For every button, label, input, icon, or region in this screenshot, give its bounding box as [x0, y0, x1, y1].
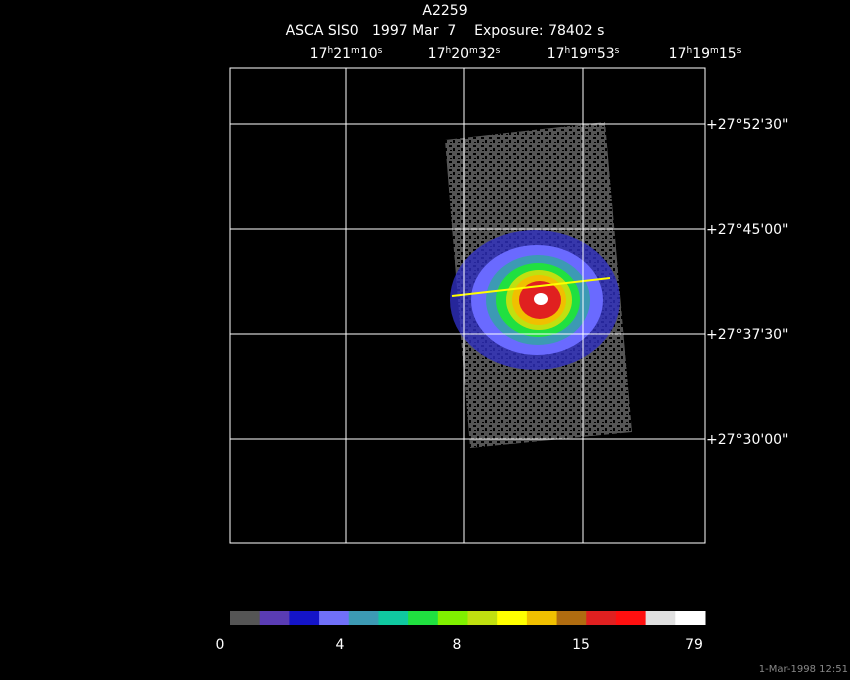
colorbar-segment — [259, 611, 290, 625]
colorbar-segment — [556, 611, 587, 625]
ra-unit: s — [737, 46, 742, 56]
colorbar-tick-label: 0 — [216, 637, 225, 653]
ra-unit: m — [469, 46, 478, 56]
colorbar-segment — [645, 611, 676, 625]
dec-label: +27°30'00" — [706, 432, 788, 448]
colorbar-segment — [437, 611, 468, 625]
timestamp: 1-Mar-1998 12:51 — [759, 664, 848, 675]
image — [445, 122, 632, 448]
ra-label: 17h19m15s — [669, 46, 742, 62]
ra-unit: m — [588, 46, 597, 56]
colorbar: 0 4 8 15 79 — [216, 611, 706, 653]
colorbar-segment — [230, 611, 261, 625]
ra-unit: h — [445, 46, 451, 56]
dec-label: +27°52'30" — [706, 117, 788, 133]
dec-label: +27°37'30" — [706, 327, 788, 343]
ra-unit: h — [686, 46, 692, 56]
ra-value: 19 — [570, 46, 588, 62]
ra-value: 17 — [428, 46, 446, 62]
colorbar-segment — [408, 611, 439, 625]
colorbar-tick-label: 79 — [685, 637, 703, 653]
ra-value: 17 — [669, 46, 687, 62]
ra-value: 53 — [597, 46, 615, 62]
ra-label: 17h19m53s — [547, 46, 620, 62]
grid — [229, 67, 706, 544]
ra-value: 17 — [310, 46, 328, 62]
colorbar-segment — [586, 611, 617, 625]
ra-value: 21 — [333, 46, 351, 62]
ra-unit: s — [378, 46, 383, 56]
colorbar-tick-label: 4 — [336, 637, 345, 653]
ra-unit: m — [351, 46, 360, 56]
ra-unit: h — [327, 46, 333, 56]
colorbar-tick-label: 8 — [453, 637, 462, 653]
ra-unit: m — [710, 46, 719, 56]
ra-value: 17 — [547, 46, 565, 62]
ra-unit: h — [564, 46, 570, 56]
colorbar-segment — [467, 611, 498, 625]
colorbar-segment — [526, 611, 558, 625]
ra-value: 32 — [478, 46, 496, 62]
colorbar-segment — [348, 611, 379, 625]
ra-value: 20 — [451, 46, 469, 62]
title: A2259 — [422, 3, 467, 19]
colorbar-segment — [378, 611, 409, 625]
ra-label: 17h20m32s — [428, 46, 501, 62]
ra-value: 19 — [692, 46, 710, 62]
ra-value: 10 — [360, 46, 378, 62]
ra-value: 15 — [719, 46, 737, 62]
colorbar-segment — [615, 611, 647, 625]
colorbar-tick-label: 15 — [572, 637, 590, 653]
colorbar-segment — [497, 611, 528, 625]
ra-labels: 17h21m10s 17h20m32s 17h19m53s 17h19m15s — [310, 46, 742, 62]
subtitle: ASCA SIS0 1997 Mar 7 Exposure: 78402 s — [286, 23, 605, 39]
ra-unit: s — [615, 46, 620, 56]
colorbar-segment — [319, 611, 350, 625]
ra-label: 17h21m10s — [310, 46, 383, 62]
colorbar-segment — [289, 611, 320, 625]
dec-labels: +27°52'30" +27°45'00" +27°37'30" +27°30'00" — [706, 117, 788, 448]
ra-unit: s — [496, 46, 501, 56]
colorbar-segment — [675, 611, 706, 625]
dec-label: +27°45'00" — [706, 222, 788, 238]
